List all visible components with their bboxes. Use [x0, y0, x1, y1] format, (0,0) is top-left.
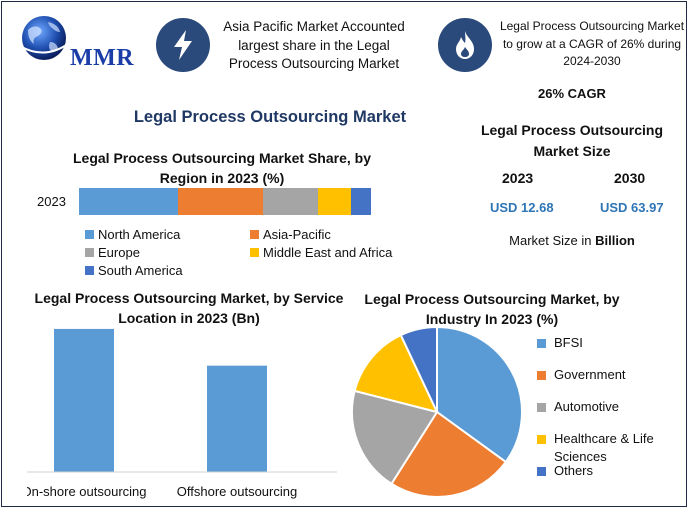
pie-slice-government [390, 410, 508, 498]
stack-segment-middle-east-and-africa [318, 188, 351, 215]
bar-on-shore-outsourcing [54, 328, 114, 472]
pie-slice-automotive [351, 389, 439, 486]
legend-label: Government [554, 367, 626, 382]
stack-segment-asia-pacific [178, 188, 263, 215]
stack-category-label: 2023 [37, 194, 66, 209]
legend-swatch [537, 435, 546, 444]
lightning-icon [156, 18, 210, 72]
region-legend: North America Asia-Pacific Europe Middle Ea… [85, 227, 405, 281]
legend-item-europe: Europe [85, 245, 140, 260]
legend-item-asia-pacific: Asia-Pacific [250, 227, 331, 242]
market-value-2030: USD 63.97 [600, 200, 664, 215]
stack-segment-europe [262, 188, 319, 215]
legend-item-south-america: South America [85, 263, 183, 278]
flame-icon [438, 18, 492, 72]
legend-swatch [537, 467, 546, 476]
legend-item-healthcare-life-sciences: Healthcare & Life Sciences [537, 431, 669, 466]
unit-bold: Billion [595, 233, 635, 248]
year-2023-label: 2023 [502, 170, 534, 186]
industry-chart-title: Legal Process Outsourcing Market, by Ind… [364, 291, 620, 327]
legend-item-middle-east-and-africa: Middle East and Africa [250, 245, 392, 260]
year-2030-label: 2030 [614, 170, 646, 186]
legend-swatch [85, 230, 94, 239]
region-stacked-bar-chart: 2023 [37, 188, 377, 218]
legend-item-north-america: North America [85, 227, 180, 242]
pie-slice-others [399, 325, 438, 413]
legend-label: Automotive [554, 399, 620, 414]
mmr-logo: MMR [14, 12, 139, 71]
legend-item-bfsi: BFSI [537, 335, 583, 350]
legend-swatch [537, 339, 546, 348]
stacked-bar [79, 188, 371, 215]
cagr-label: 26% CAGR [538, 86, 606, 101]
cagr-callout: Legal Process Outsourcing Market to grow… [499, 19, 685, 68]
legend-swatch [85, 266, 94, 275]
legend-label: Others [554, 463, 594, 478]
legend-label: South America [98, 263, 183, 278]
stack-segment-north-america [79, 188, 179, 215]
legend-label: BFSI [554, 335, 583, 350]
service-bar-chart: On-shore outsourcing Offshore outsourcing [27, 328, 337, 499]
market-value-2023: USD 12.68 [490, 200, 554, 215]
pie-slice-bfsi [436, 325, 523, 464]
legend-item-others: Others [537, 463, 593, 478]
legend-label: Middle East and Africa [263, 245, 393, 260]
asia-pacific-callout: Asia Pacific Market Accounted largest sh… [223, 19, 405, 71]
globe-icon [19, 16, 69, 60]
legend-label: Asia-Pacific [263, 227, 331, 242]
legend-item-automotive: Automotive [537, 399, 619, 414]
pie-slice-healthcare-life-sciences [353, 333, 439, 414]
legend-label: North America [98, 227, 181, 242]
legend-item-government: Government [537, 367, 626, 382]
legend-label: Healthcare & Life Sciences [554, 431, 654, 464]
category-label-offshore-outsourcing: Offshore outsourcing [177, 484, 297, 499]
service-chart-title: Legal Process Outsourcing Market, by Ser… [34, 290, 344, 326]
legend-swatch [250, 230, 259, 239]
stack-segment-south-america [350, 188, 371, 215]
industry-pie-chart [351, 325, 523, 498]
category-label-on-shore-outsourcing: On-shore outsourcing [27, 484, 147, 499]
logo-text: MMR [70, 45, 135, 71]
market-size-unit: Market Size in Billion [482, 233, 662, 248]
legend-swatch [250, 248, 259, 257]
market-size-title: Legal Process Outsourcing Market Size [480, 122, 664, 159]
legend-swatch [537, 371, 546, 380]
main-title: Legal Process Outsourcing Market [133, 108, 407, 126]
legend-swatch [85, 248, 94, 257]
legend-swatch [537, 403, 546, 412]
bar-offshore-outsourcing [207, 365, 267, 472]
unit-prefix: Market Size in [509, 233, 596, 248]
legend-label: Europe [98, 245, 140, 260]
region-chart-title: Legal Process Outsourcing Market Share, … [73, 150, 371, 186]
